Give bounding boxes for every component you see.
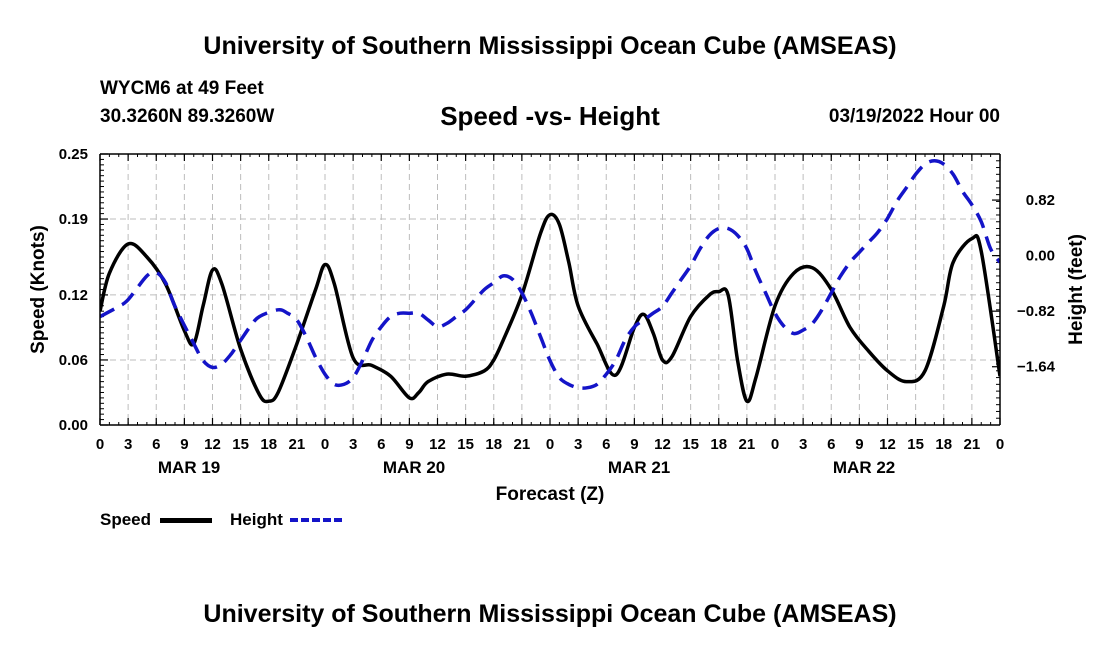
x-tick-label: 0 (546, 436, 554, 453)
footer-title: University of Southern Mississippi Ocean… (203, 600, 897, 628)
x-tick-label: 6 (152, 436, 160, 453)
x-tick-label: 18 (260, 436, 277, 453)
x-tick-label: 6 (377, 436, 385, 453)
x-tick-label: 12 (654, 436, 671, 453)
x-tick-label: 3 (124, 436, 132, 453)
x-tick-label: 18 (710, 436, 727, 453)
x-tick-label: 15 (907, 436, 924, 453)
station-coordinates: 30.3260N 89.3260W (100, 106, 275, 127)
y-axis-title: Speed (Knots) (28, 225, 49, 354)
day-label: MAR 21 (608, 458, 670, 477)
x-tick-label: 15 (682, 436, 699, 453)
x-tick-label: 12 (204, 436, 221, 453)
x-tick-label: 6 (602, 436, 610, 453)
y-tick-label: 0.25 (59, 146, 88, 163)
legend-speed-line (160, 518, 212, 523)
x-tick-label: 21 (514, 436, 531, 453)
y2-tick-label: −0.82 (1017, 303, 1055, 320)
x-tick-label: 18 (935, 436, 952, 453)
x-tick-label: 15 (457, 436, 474, 453)
day-label: MAR 22 (833, 458, 895, 477)
x-tick-label: 21 (964, 436, 981, 453)
x-tick-label: 9 (405, 436, 413, 453)
day-label: MAR 19 (158, 458, 220, 477)
series-line-height (100, 159, 1000, 390)
legend-height-label: Height (230, 510, 283, 529)
x-tick-label: 6 (827, 436, 835, 453)
x-tick-label: 0 (996, 436, 1004, 453)
x-tick-label: 9 (180, 436, 188, 453)
y2-tick-label: 0.82 (1026, 192, 1055, 209)
legend-speed-label: Speed (100, 510, 152, 529)
forecast-date: 03/19/2022 Hour 00 (828, 106, 1000, 127)
legend-height-line (290, 518, 342, 522)
y-tick-label: 0.12 (59, 287, 88, 304)
x-tick-label: 12 (429, 436, 446, 453)
x-tick-label: 0 (771, 436, 779, 453)
x-tick-label: 9 (630, 436, 638, 453)
x-tick-label: 12 (879, 436, 896, 453)
chart-title: Speed -vs- Height (440, 101, 660, 131)
y2-tick-label: −1.64 (1017, 359, 1056, 376)
day-label: MAR 20 (383, 458, 445, 477)
x-tick-label: 21 (289, 436, 306, 453)
y2-tick-label: 0.00 (1026, 248, 1055, 265)
y-tick-label: 0.19 (59, 211, 88, 228)
x-tick-label: 9 (855, 436, 863, 453)
station-label: WYCM6 at 49 Feet (100, 78, 264, 99)
page-title: University of Southern Mississippi Ocean… (203, 32, 897, 60)
x-tick-label: 15 (232, 436, 249, 453)
y-tick-label: 0.00 (59, 417, 88, 434)
y-tick-label: 0.06 (59, 352, 88, 369)
x-tick-label: 0 (96, 436, 104, 453)
x-tick-label: 3 (574, 436, 582, 453)
x-tick-label: 18 (485, 436, 502, 453)
x-tick-label: 3 (349, 436, 357, 453)
x-axis-title: Forecast (Z) (496, 484, 605, 505)
x-tick-label: 0 (321, 436, 329, 453)
y2-axis-title: Height (feet) (1066, 234, 1087, 345)
x-tick-label: 21 (739, 436, 756, 453)
x-tick-label: 3 (799, 436, 807, 453)
